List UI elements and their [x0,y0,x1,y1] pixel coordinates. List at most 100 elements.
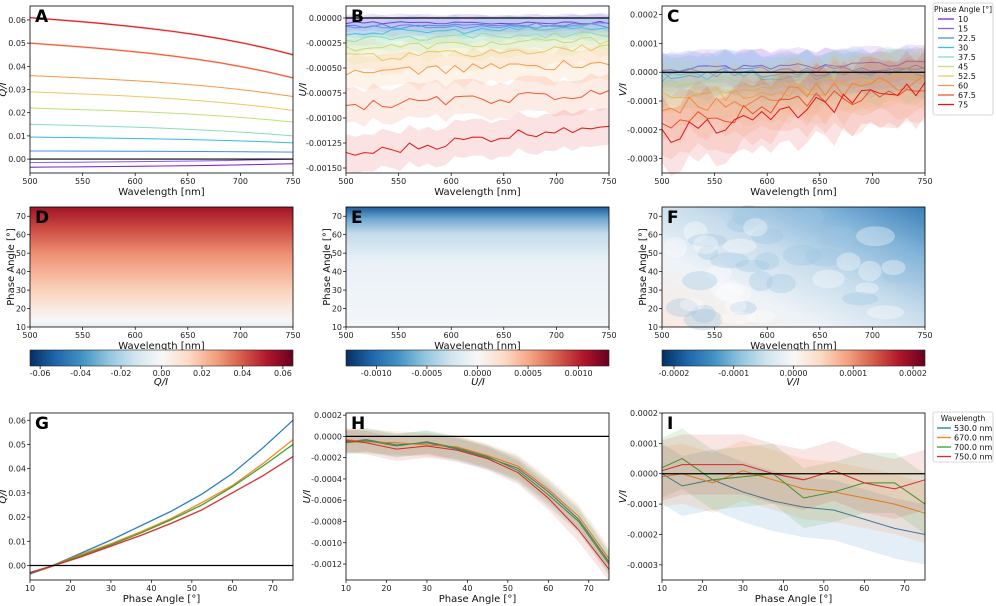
series-band-2 [346,13,609,38]
panel-d: 500 550 600 650 700 750 10 20 30 40 50 60 70 Waveleng… [6,206,301,352]
panel-label: C [667,7,679,27]
series-line-7 [661,75,926,102]
y-tick-label: 0.05 [8,440,26,449]
y-axis-label: U/I [302,490,313,504]
heatmap-patch [711,280,744,301]
panel-a: 500 550 600 650 700 750 0.00 0.01 0.02 0.03 0.04 0.… [0,5,301,198]
series-line-5 [345,31,610,43]
y-tick-label: 0.00 [8,561,26,570]
x-tick-label: 40 [146,584,156,593]
series-band-9 [30,42,293,79]
x-tick-label: 650 [812,177,827,186]
panel-f: 500 550 600 650 700 750 10 20 30 40 50 60 70 Waveleng… [638,205,933,352]
y-tick-label: -0.0002 [627,530,658,539]
series-band-2 [30,438,293,574]
series-band-1 [346,427,609,574]
heatmap-patch [882,269,914,284]
colorbar-q: Q/I [29,349,294,388]
panel-b: 500 550 600 650 700 750 0.00000 -0.00025 -0.0005… [298,5,617,198]
colorbar-tick-label: -0.0001 [718,369,749,378]
y-tick-label: -0.00125 [306,139,342,148]
x-tick-label: 500 [338,177,353,186]
y-axis-label: Phase Angle [°] [322,228,333,306]
y-tick-label: -0.0010 [311,539,342,548]
x-tick-label: 600 [128,177,143,186]
series-band-10 [30,16,293,56]
series-line-5 [29,123,294,137]
y-tick-label: -0.0003 [627,561,658,570]
y-tick-label: 0.05 [8,39,26,48]
series-band-9 [346,73,609,128]
heatmap-patch [858,260,882,282]
y-axis-label: U/I [298,83,309,97]
y-tick-label: 0.01 [8,132,26,141]
panel-label: B [351,7,364,27]
colorbar-tick-label: 0.0001 [839,369,867,378]
series-line-1 [661,473,926,535]
y-tick-label: 10 [648,323,658,332]
series-band-7 [346,29,609,76]
panel-label: A [35,7,49,27]
series-line-4 [29,456,294,574]
y-tick-label: 0.06 [8,16,26,25]
series-line-3 [29,150,294,153]
heatmap-patch [719,311,757,325]
colorbar-u-label: U/I [471,377,485,388]
y-tick-label: 0.04 [8,62,26,71]
x-tick-label: 30 [422,584,432,593]
x-tick-label: 500 [22,177,37,186]
x-tick-label: 40 [462,584,472,593]
x-tick-label: 750 [601,177,616,186]
axes-frame [29,206,294,328]
heatmap-image [346,207,609,327]
heatmap-patch [735,259,770,273]
panel-label: D [35,208,49,228]
series-band-7 [30,91,293,111]
series-line-4 [661,464,926,490]
series-line-4 [661,67,926,83]
y-tick-label: 50 [332,249,342,258]
x-tick-label: 20 [697,584,707,593]
phase-legend-label: 15 [958,25,968,34]
x-tick-label: 20 [65,584,75,593]
phase-legend-label: 52.5 [958,72,976,81]
x-tick-label: 600 [128,331,143,340]
x-tick-label: 50 [819,584,829,593]
heatmap-patch [723,238,757,254]
y-tick-label: 0.02 [8,513,26,522]
y-tick-label: 0.0000 [630,470,658,479]
heatmap-patch [751,228,784,245]
series-band-5 [346,19,609,55]
series-line-7 [345,44,610,62]
y-tick-label: 0.0001 [630,39,658,48]
y-tick-label: -0.00075 [306,89,342,98]
heatmap-patch [691,304,716,324]
series-line-9 [29,42,294,79]
x-tick-label: 600 [444,177,459,186]
heatmap-patch [805,247,843,267]
x-tick-label: 700 [549,177,564,186]
y-tick-label: 70 [648,212,658,221]
x-tick-label: 40 [778,584,788,593]
series-line-4 [345,440,610,570]
phase-legend-label: 37.5 [958,53,976,62]
x-tick-label: 750 [285,177,300,186]
y-tick-label: 0.00 [8,155,26,164]
heatmap-patch [743,218,768,237]
y-tick-label: -0.00100 [306,114,342,123]
colorbar-tick-label: 0.0005 [514,369,542,378]
axes-frame [345,5,610,174]
x-tick-label: 650 [496,331,511,340]
series-band-6 [30,107,293,123]
x-tick-label: 700 [865,331,880,340]
y-tick-label: 0.0002 [314,411,342,420]
series-line-1 [661,60,926,73]
panel-label: I [667,414,673,434]
axes-frame [661,412,926,581]
y-tick-label: -0.0001 [627,97,658,106]
x-tick-label: 500 [654,331,669,340]
heatmap-patch [731,205,766,227]
x-tick-label: 20 [381,584,391,593]
y-tick-label: -0.00025 [306,39,342,48]
